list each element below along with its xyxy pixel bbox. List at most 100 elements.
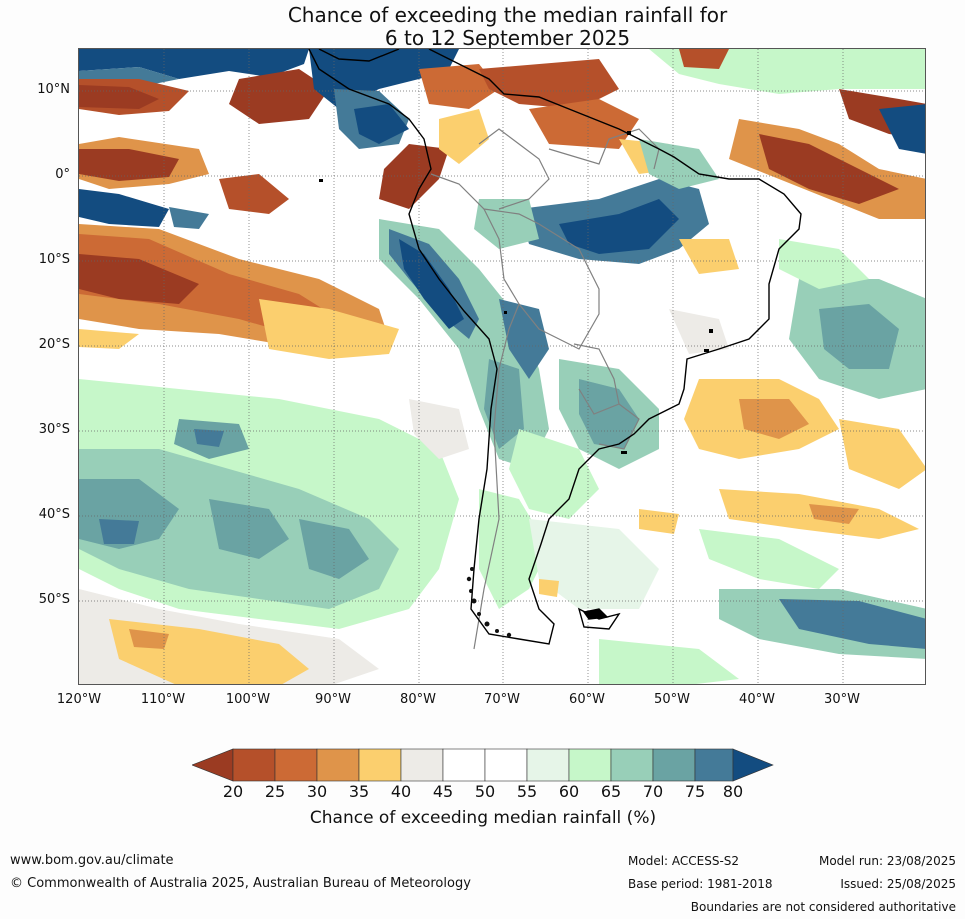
lat-label-20s: 20°S <box>38 337 70 352</box>
colorbar-tick-25: 25 <box>264 782 286 801</box>
colorbar-segment-70 <box>652 748 696 782</box>
colorbar-tick-70: 70 <box>642 782 664 801</box>
field-patch <box>779 239 869 289</box>
field-patch <box>679 49 729 69</box>
graticule <box>79 49 925 684</box>
colorbar-segment-35 <box>358 748 402 782</box>
field-patch <box>529 99 639 149</box>
field-patch <box>699 529 839 589</box>
lon-label-50w: 50°W <box>654 692 690 707</box>
colorbar-segment-30 <box>316 748 360 782</box>
colorbar-segment-55 <box>526 748 570 782</box>
lat-label-10s: 10°S <box>38 252 70 267</box>
coastline <box>308 49 802 645</box>
issued-date: Issued: 25/08/2025 <box>840 877 956 891</box>
colorbar-segment-25 <box>274 748 318 782</box>
lon-label-60w: 60°W <box>569 692 605 707</box>
colorbar-tick-40: 40 <box>390 782 412 801</box>
field-patch <box>879 104 925 154</box>
rainfall-map <box>78 48 926 685</box>
copyright-text: © Commonwealth of Australia 2025, Austra… <box>10 876 471 891</box>
colorbar-segment-65 <box>610 748 654 782</box>
lon-label-110w: 110°W <box>140 692 186 707</box>
colorbar-tick-20: 20 <box>222 782 244 801</box>
colorbar-under-arrow <box>192 748 234 782</box>
field-patch <box>99 519 139 544</box>
field-patch <box>79 189 169 227</box>
chile-fjords <box>466 567 512 638</box>
colorbar-tick-50: 50 <box>474 782 496 801</box>
colorbar-segment-75 <box>694 748 734 782</box>
base-period: Base period: 1981-2018 <box>628 877 773 891</box>
field-patch <box>759 134 899 204</box>
field-patch <box>579 379 639 449</box>
field-patch <box>839 419 925 489</box>
field-patch <box>259 299 399 359</box>
colorbar-label: Chance of exceeding median rainfall (%) <box>309 808 657 828</box>
lon-label-30w: 30°W <box>824 692 860 707</box>
colorbar <box>192 748 774 782</box>
field-patch <box>229 69 329 124</box>
field-patch <box>79 329 139 349</box>
lon-label-80w: 80°W <box>400 692 436 707</box>
colorbar-tick-35: 35 <box>348 782 370 801</box>
colorbar-tick-75: 75 <box>684 782 706 801</box>
field-patch <box>679 239 739 274</box>
lon-label-120w: 120°W <box>56 692 102 707</box>
map-title: Chance of exceeding the median rainfall … <box>0 4 965 50</box>
colorbar-tick-60: 60 <box>558 782 580 801</box>
lon-label-70w: 70°W <box>484 692 520 707</box>
field-patch <box>474 199 539 249</box>
small-islands <box>319 131 713 454</box>
field-patch <box>639 509 679 534</box>
field-patch <box>809 504 859 524</box>
field-patch <box>299 519 369 579</box>
field-patch <box>79 149 179 181</box>
colorbar-segment-60 <box>568 748 612 782</box>
field-patch <box>539 579 559 597</box>
lat-label-10n: 10°N <box>37 82 70 97</box>
title-line-2: 6 to 12 September 2025 <box>384 26 631 50</box>
field-patch <box>779 599 925 649</box>
colorbar-segment-40 <box>400 748 444 782</box>
field-patch <box>379 144 449 209</box>
field-patch <box>169 207 209 229</box>
field-patch <box>419 64 499 109</box>
field-patch <box>639 139 719 189</box>
field-patch <box>129 629 169 649</box>
map-canvas <box>79 49 925 684</box>
field-patch <box>194 429 224 447</box>
colorbar-segment-50 <box>484 748 528 782</box>
title-line-1: Chance of exceeding the median rainfall … <box>287 3 728 27</box>
field-patch <box>79 254 199 304</box>
field-patch <box>479 489 549 609</box>
model-run-date: Model run: 23/08/2025 <box>818 854 956 868</box>
lat-label-0: 0° <box>55 167 70 182</box>
boundary-disclaimer: Boundaries are not considered authoritat… <box>690 900 956 914</box>
lon-label-40w: 40°W <box>739 692 775 707</box>
model-name: Model: ACCESS-S2 <box>628 854 740 868</box>
colorbar-tick-65: 65 <box>600 782 622 801</box>
field-patch <box>509 429 599 519</box>
field-patch <box>499 299 549 379</box>
lat-label-50s: 50°S <box>38 592 70 607</box>
field-patch <box>599 639 739 684</box>
field-patch <box>79 49 309 79</box>
probability-field <box>79 49 925 684</box>
field-patch <box>354 104 409 144</box>
colorbar-tick-30: 30 <box>306 782 328 801</box>
colorbar-tick-55: 55 <box>516 782 538 801</box>
colorbar-segment-20 <box>232 748 276 782</box>
field-patch <box>399 239 464 329</box>
website-link[interactable]: www.bom.gov.au/climate <box>10 853 174 868</box>
field-patch <box>529 519 659 609</box>
field-patch <box>219 174 289 214</box>
lat-label-30s: 30°S <box>38 422 70 437</box>
field-patch <box>439 109 489 164</box>
lon-label-100w: 100°W <box>225 692 271 707</box>
field-patch <box>739 399 809 439</box>
country-boundaries <box>430 128 660 650</box>
field-patch <box>559 199 679 254</box>
field-patch <box>819 304 899 369</box>
colorbar-tick-45: 45 <box>432 782 454 801</box>
